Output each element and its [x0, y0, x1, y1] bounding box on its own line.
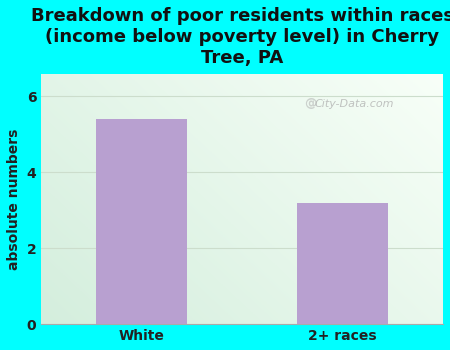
Text: @: @: [304, 97, 317, 110]
Bar: [297, 203, 388, 324]
Text: City-Data.com: City-Data.com: [315, 99, 394, 109]
Bar: [96, 119, 187, 324]
Title: Breakdown of poor residents within races
(income below poverty level) in Cherry
: Breakdown of poor residents within races…: [31, 7, 450, 66]
Y-axis label: absolute numbers: absolute numbers: [7, 128, 21, 270]
